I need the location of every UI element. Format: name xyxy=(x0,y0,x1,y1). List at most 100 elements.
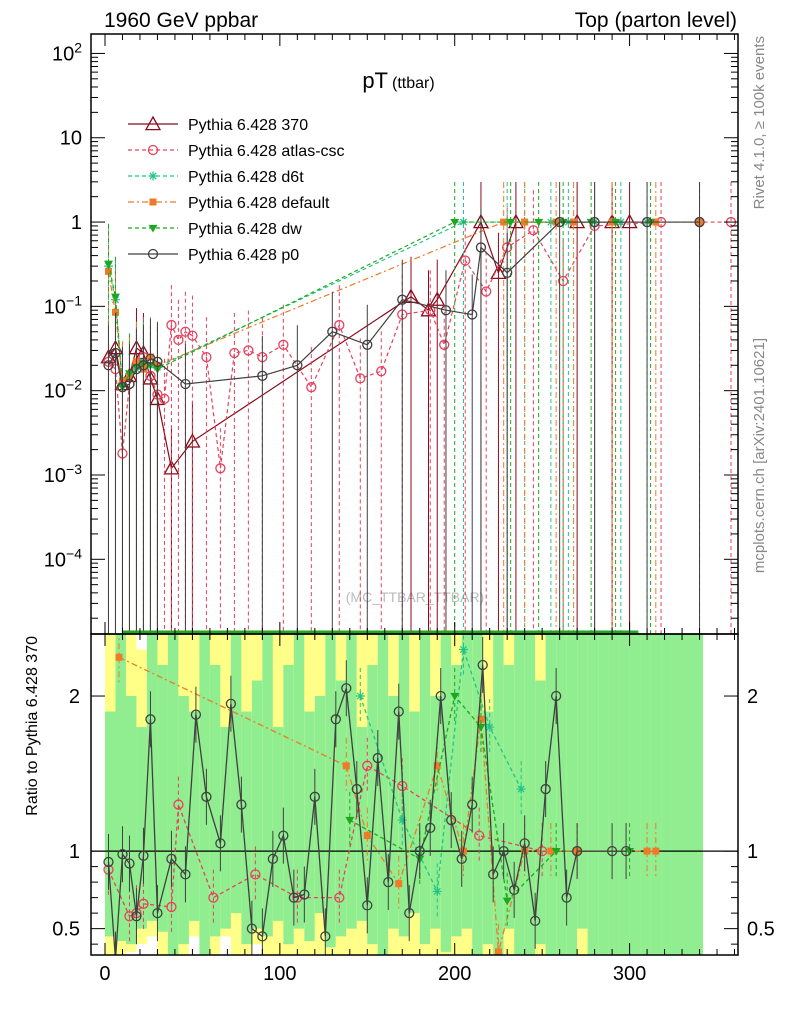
legend-label-s370: Pythia 6.428 370 xyxy=(188,117,308,134)
x-tick-label: 300 xyxy=(613,963,646,985)
point-p0 xyxy=(110,347,121,359)
ratio-point-p0 xyxy=(372,752,383,764)
ratio-y-label-right: 2 xyxy=(747,686,758,708)
ratio-point-atlas xyxy=(124,911,135,922)
point-default xyxy=(521,218,529,226)
ratio-frame xyxy=(90,633,739,956)
legend-marker-s370 xyxy=(144,115,162,131)
ratio-point-d6t xyxy=(516,784,526,794)
ratio-y-label-left: 1 xyxy=(69,841,80,863)
point-p0 xyxy=(467,309,478,320)
band-green xyxy=(629,634,641,955)
ratio-point-dw xyxy=(345,816,355,825)
band-green xyxy=(587,634,599,955)
point-s370 xyxy=(184,433,201,448)
band-green xyxy=(577,634,588,929)
band-green xyxy=(430,696,441,929)
line-p0 xyxy=(107,221,700,389)
point-atlas xyxy=(355,373,366,384)
ratio-point-p0 xyxy=(180,869,191,880)
band-green xyxy=(692,634,704,955)
ratio-point-default xyxy=(115,653,123,661)
band-green xyxy=(199,634,210,955)
point-atlas xyxy=(166,319,177,331)
point-atlas xyxy=(528,225,539,236)
x-tick-label: 0 xyxy=(99,963,110,985)
band-green xyxy=(409,711,420,914)
x-tick-label: 100 xyxy=(263,963,296,985)
point-atlas xyxy=(229,347,240,359)
ratio-point-p0 xyxy=(138,850,149,861)
point-p0 xyxy=(362,339,373,350)
point-atlas xyxy=(376,366,387,377)
ratio-point-p0 xyxy=(383,876,394,888)
ratio-point-p0 xyxy=(509,884,520,896)
ratio-point-d6t xyxy=(485,722,495,732)
band-green xyxy=(671,634,683,955)
ratio-point-p0 xyxy=(467,799,478,810)
y-tick-label: 102 xyxy=(52,39,82,65)
band-green xyxy=(251,680,263,929)
band-green xyxy=(640,634,651,955)
point-p0 xyxy=(475,242,487,253)
ratio-point-p0 xyxy=(215,838,226,849)
point-dw xyxy=(103,260,113,269)
band-green xyxy=(545,634,557,955)
point-default xyxy=(111,308,119,316)
point-default xyxy=(500,218,508,226)
point-atlas xyxy=(159,393,170,404)
ratio-point-p0 xyxy=(561,892,572,903)
legend-label-dw: Pythia 6.428 dw xyxy=(188,221,302,238)
band-green xyxy=(472,634,483,955)
band-green xyxy=(230,634,242,914)
point-atlas xyxy=(306,382,317,393)
point-s370 xyxy=(429,291,446,306)
ratio-d6t xyxy=(355,634,526,920)
legend-label-atlas: Pythia 6.428 atlas-csc xyxy=(188,143,345,160)
watermark: (MC_TTBAR_TTBAR) xyxy=(346,589,484,605)
point-atlas xyxy=(187,330,198,341)
ratio-point-p0 xyxy=(550,690,562,702)
point-atlas xyxy=(425,305,436,316)
ratio-point-dw xyxy=(502,897,512,906)
ratio-point-p0 xyxy=(620,845,632,857)
band-green xyxy=(335,680,347,937)
point-p0 xyxy=(124,378,135,390)
ratio-y-label-left: 2 xyxy=(69,686,80,708)
band-green xyxy=(598,634,609,955)
x-tick-label: 200 xyxy=(438,963,471,985)
band-green xyxy=(209,665,221,937)
band-green xyxy=(325,634,336,948)
ratio-point-p0 xyxy=(435,690,446,702)
band-green xyxy=(136,727,147,929)
legend-marker-p0 xyxy=(147,248,159,260)
band-green xyxy=(125,696,137,945)
band-green xyxy=(535,680,546,945)
legend: Pythia 6.428 370 Pythia 6.428 atlas-csc Py… xyxy=(128,115,345,264)
point-atlas xyxy=(215,463,226,474)
band-green xyxy=(157,665,168,932)
ratio-point-p0 xyxy=(190,709,202,720)
point-dw xyxy=(110,293,120,302)
point-p0 xyxy=(694,216,705,228)
ratio-point-dw xyxy=(450,692,460,701)
band-green xyxy=(367,665,378,945)
ratio-point-default xyxy=(477,715,485,723)
band-green xyxy=(262,634,273,937)
ratio-point-default xyxy=(643,847,651,855)
point-dw xyxy=(558,218,568,227)
header-right: Top (parton level) xyxy=(575,9,737,32)
main-title: pT (ttbar) xyxy=(362,68,434,93)
series-d6t xyxy=(103,182,652,634)
band-green xyxy=(482,711,494,945)
point-atlas xyxy=(439,339,450,350)
ratio-point-p0 xyxy=(267,853,279,865)
ratio-line-d6t xyxy=(359,649,522,894)
point-default xyxy=(104,267,112,275)
ratio-point-p0 xyxy=(103,856,114,868)
ratio-point-p0 xyxy=(498,845,509,857)
point-s370 xyxy=(621,213,638,229)
title-sub: (ttbar) xyxy=(392,75,435,92)
band-green xyxy=(451,665,462,937)
ratio-point-p0 xyxy=(299,889,310,900)
